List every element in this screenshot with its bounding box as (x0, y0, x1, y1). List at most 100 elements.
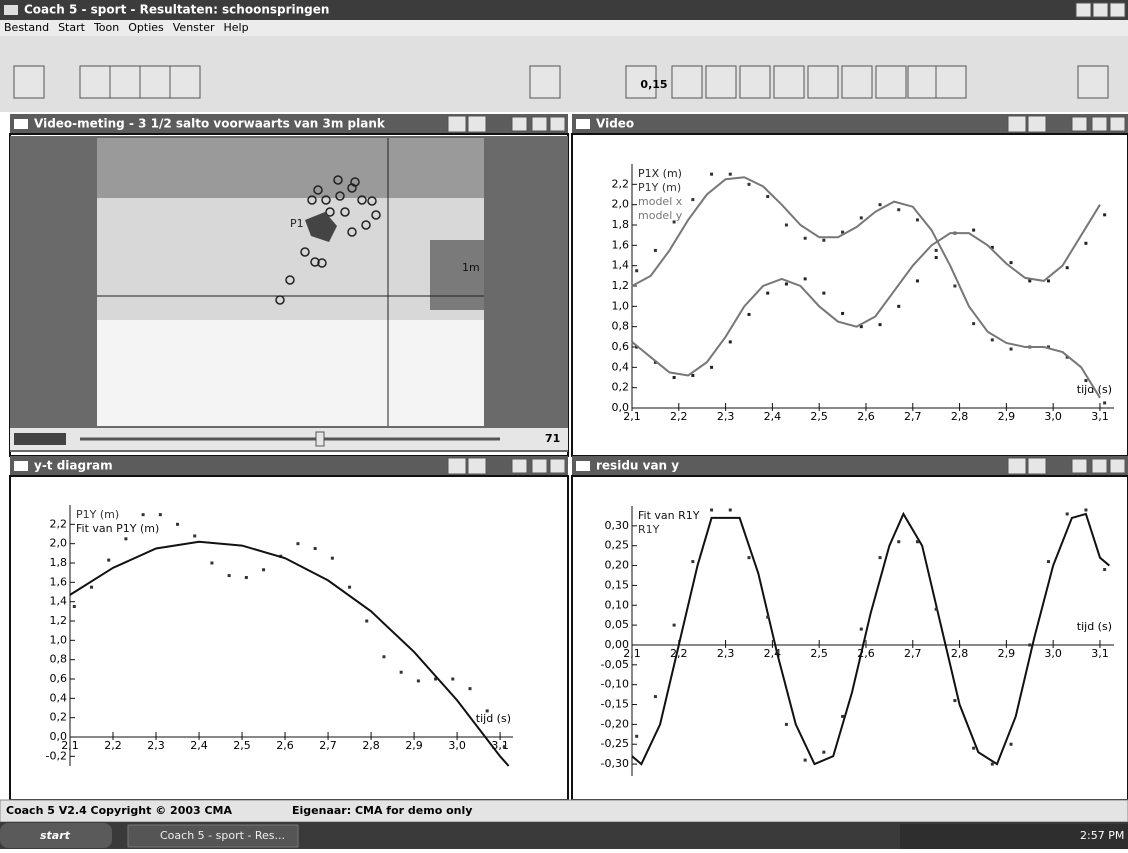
panel-tool[interactable] (468, 458, 486, 474)
tool-button[interactable] (740, 66, 770, 98)
status-version: Coach 5 V2.4 Copyright © 2003 CMA (6, 804, 233, 817)
screen: Coach 5 - sport - Resultaten: schoonspri… (0, 0, 1128, 849)
x-tick-label: 2,4 (190, 739, 208, 752)
panel-button[interactable] (512, 459, 527, 473)
x-tick-label: 2,1 (623, 647, 641, 660)
x-tick-label: 2,7 (904, 410, 922, 423)
data-point (673, 624, 676, 627)
panel-tool[interactable] (468, 116, 486, 132)
data-point (860, 628, 863, 631)
menu-item[interactable]: Opties (128, 21, 164, 34)
tool-button[interactable] (140, 66, 170, 98)
menu-item[interactable]: Bestand (4, 21, 49, 34)
data-point (804, 277, 807, 280)
tool-button[interactable] (808, 66, 838, 98)
y-tick-label: -0,25 (601, 737, 629, 750)
tool-button[interactable] (530, 66, 560, 98)
panel-button[interactable] (1092, 117, 1107, 131)
panel-tool[interactable] (1028, 116, 1046, 132)
data-point (486, 709, 489, 712)
data-point (785, 282, 788, 285)
data-point (691, 560, 694, 563)
tool-button[interactable] (876, 66, 906, 98)
data-point (417, 679, 420, 682)
panel-button[interactable] (1072, 117, 1087, 131)
data-point (142, 513, 145, 516)
data-point (879, 323, 882, 326)
x-tick-label: 2,2 (104, 739, 122, 752)
data-point (228, 574, 231, 577)
restore[interactable] (1093, 3, 1108, 17)
y-tick-label: 0,10 (605, 598, 630, 611)
panel-button[interactable] (1092, 459, 1107, 473)
data-point (400, 671, 403, 674)
panel-button[interactable] (1110, 117, 1125, 131)
tool-button[interactable] (170, 66, 200, 98)
panel-button[interactable] (1072, 459, 1087, 473)
task-label: Coach 5 - sport - Res... (160, 829, 285, 842)
menu-item[interactable]: Start (58, 21, 86, 34)
panel-button[interactable] (532, 459, 547, 473)
tool-button[interactable] (672, 66, 702, 98)
menu-item[interactable]: Help (224, 21, 249, 34)
data-point (972, 229, 975, 232)
close[interactable] (1110, 3, 1125, 17)
data-point (804, 237, 807, 240)
tool-button[interactable] (80, 66, 110, 98)
data-point (691, 198, 694, 201)
y-tick-label: 1,8 (50, 556, 68, 569)
panel-button[interactable] (512, 117, 527, 131)
x-tick-label: 3,0 (1044, 647, 1062, 660)
menu-item[interactable]: Toon (93, 21, 119, 34)
x-tick-label: 2,9 (998, 647, 1016, 660)
data-point (654, 695, 657, 698)
tool-button[interactable] (936, 66, 966, 98)
data-point (1047, 279, 1050, 282)
data-point (972, 747, 975, 750)
data-point (822, 239, 825, 242)
data-point (314, 547, 317, 550)
panel-button[interactable] (532, 117, 547, 131)
y-tick-label: -0,15 (601, 698, 629, 711)
panel-button[interactable] (1110, 459, 1125, 473)
panel-tool[interactable] (1008, 116, 1026, 132)
play-buttons[interactable] (14, 433, 66, 445)
menu-item[interactable]: Venster (173, 21, 215, 34)
tool-button[interactable] (774, 66, 804, 98)
data-point (210, 562, 213, 565)
data-point (1103, 568, 1106, 571)
data-point (503, 745, 506, 748)
data-point (747, 313, 750, 316)
panel-title: Video (596, 117, 634, 131)
data-point (766, 195, 769, 198)
data-point (729, 508, 732, 511)
y-tick-label: 1,4 (612, 259, 630, 272)
tool-button[interactable] (706, 66, 736, 98)
tool-button[interactable] (14, 66, 44, 98)
y-tick-label: -0,20 (601, 717, 629, 730)
panel-button[interactable] (550, 117, 565, 131)
panel-tool[interactable] (1008, 458, 1026, 474)
video-ceiling (97, 138, 484, 198)
minimize[interactable] (1076, 3, 1091, 17)
status-owner: Eigenaar: CMA for demo only (292, 804, 472, 817)
y-tick-label: 0,2 (50, 711, 68, 724)
data-point (897, 540, 900, 543)
legend-entry: model y (638, 209, 683, 222)
panel-tool[interactable] (1028, 458, 1046, 474)
panel-tool[interactable] (448, 116, 466, 132)
data-point (1066, 266, 1069, 269)
panel-tool[interactable] (448, 458, 466, 474)
data-point (841, 312, 844, 315)
data-point (804, 759, 807, 762)
tool-button[interactable] (908, 66, 938, 98)
data-point (1066, 512, 1069, 515)
panel-title: y-t diagram (34, 459, 113, 473)
panel-button[interactable] (550, 459, 565, 473)
tool-button[interactable] (842, 66, 872, 98)
tool-button[interactable] (1078, 66, 1108, 98)
tool-button[interactable] (110, 66, 140, 98)
data-point (1010, 743, 1013, 746)
page: Coach 5 - sport - Resultaten: schoonspri… (0, 0, 1128, 849)
slider-thumb[interactable] (316, 432, 324, 446)
